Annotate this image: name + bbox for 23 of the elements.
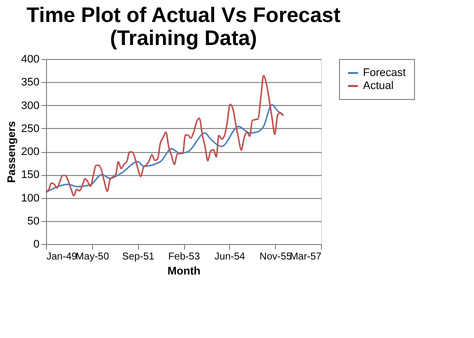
chart-title: Time Plot of Actual Vs Forecast (Training Data): [26, 4, 340, 50]
y-tick-label: 350: [21, 76, 40, 89]
x-tick-label: Nov-55: [260, 252, 292, 262]
y-axis-title: Passengers: [6, 121, 18, 183]
x-tick-label: Jan-49: [46, 252, 78, 262]
x-axis-title: Month: [168, 266, 201, 278]
line-series: [45, 104, 284, 193]
x-tick-label: Jun-54: [214, 252, 246, 262]
x-tick-label: Mar-57: [290, 252, 322, 262]
y-tick-label: 0: [33, 238, 40, 250]
line-series: [45, 74, 284, 197]
x-tick-label: Feb-53: [168, 252, 200, 262]
y-tick-label: 400: [21, 54, 40, 66]
x-tick-label: May-50: [76, 252, 110, 262]
y-tick-label: 100: [21, 192, 40, 204]
y-tick-label: 50: [27, 215, 40, 228]
x-tick-label: Sep-51: [122, 252, 155, 262]
y-tick-label: 150: [21, 169, 40, 182]
y-tick-label: 200: [21, 146, 40, 158]
legend-label: Actual: [363, 80, 394, 92]
y-tick-label: 250: [21, 122, 40, 135]
y-tick-label: 300: [21, 100, 40, 112]
legend-label: Forecast: [363, 67, 406, 79]
